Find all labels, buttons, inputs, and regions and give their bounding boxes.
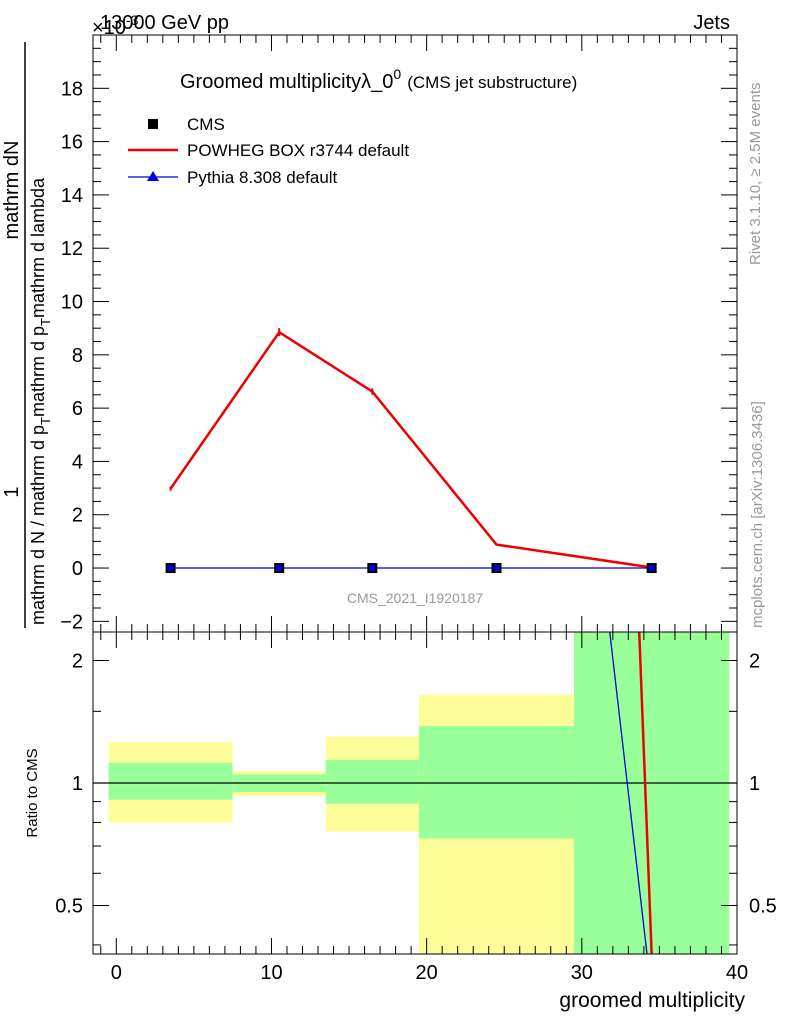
ratio-bands bbox=[108, 632, 730, 954]
ratio-y-label: Ratio to CMS bbox=[24, 748, 41, 837]
ratio-inner-band bbox=[108, 762, 233, 800]
exponent-power: -3 bbox=[126, 12, 139, 28]
analysis-label: CMS_2021_I1920187 bbox=[347, 590, 483, 606]
ratio-y-tick-label-right: 0.5 bbox=[749, 895, 777, 917]
rivet-label: Rivet 3.1.10, ≥ 2.5M events bbox=[747, 83, 764, 266]
y-label-denom-part2: mathrm d p bbox=[28, 326, 48, 417]
energy-label: 13000 GeV pp bbox=[100, 12, 229, 34]
legend-swatch-pythia-marker bbox=[147, 171, 159, 181]
ratio-y-tick-label: 0.5 bbox=[55, 895, 83, 917]
y-label-denom-part1: mathrm d N / mathrm d p bbox=[28, 425, 48, 625]
plot-title-main: Groomed multiplicityλ_0 bbox=[180, 71, 393, 93]
category-label: Jets bbox=[693, 12, 730, 34]
ratio-y-tick-label: 1 bbox=[72, 773, 83, 795]
ratio-x-ticks: 0 10 20 30 40 bbox=[100, 632, 748, 984]
x-tick-label: 40 bbox=[726, 962, 748, 984]
x-tick-label: 30 bbox=[571, 962, 593, 984]
y-label-prefix: 1 bbox=[1, 486, 23, 497]
main-y-tick-label: 4 bbox=[72, 451, 83, 473]
main-y-tick-label: 12 bbox=[61, 238, 83, 260]
exponent-label: ×10-3 bbox=[92, 12, 139, 39]
ratio-y-tick-label-right: 1 bbox=[749, 773, 760, 795]
legend-label: CMS bbox=[187, 115, 225, 134]
ratio-lines bbox=[93, 631, 737, 955]
ratio-inner-band bbox=[574, 632, 730, 954]
main-plot: −2 0 2 4 6 8 10 12 14 16 18 Groomed multiplicityλ_… bbox=[60, 34, 738, 633]
x-tick-label: 20 bbox=[416, 962, 438, 984]
plot-subtitle: (CMS jet substructure) bbox=[407, 73, 577, 92]
y-label-denom-part3: mathrm d lambda bbox=[28, 177, 48, 318]
main-series bbox=[165, 328, 657, 574]
ratio-inner-band bbox=[418, 726, 575, 839]
main-y-tick-label: −2 bbox=[60, 611, 83, 633]
mcplots-label: mcplots.cern.ch [arXiv:1306.3436] bbox=[749, 401, 766, 628]
x-axis-label: groomed multiplicity bbox=[559, 989, 745, 1012]
ratio-inner-band bbox=[325, 759, 419, 804]
exponent-base: ×10 bbox=[92, 17, 126, 39]
main-y-axis-label: 1 mathrm dN mathrm d N / mathrm d pTmath… bbox=[1, 42, 53, 628]
powheg-line bbox=[169, 330, 652, 569]
ratio-line bbox=[637, 631, 653, 955]
y-label-denominator: mathrm d N / mathrm d pTmathrm d pTmathr… bbox=[28, 177, 53, 625]
x-tick-label: 0 bbox=[111, 962, 122, 984]
plot-title-superscript: 0 bbox=[393, 66, 401, 82]
main-y-tick-label: 10 bbox=[61, 292, 83, 314]
main-y-ticks: −2 0 2 4 6 8 10 12 14 16 18 bbox=[60, 47, 737, 633]
ratio-plot-frame bbox=[92, 631, 738, 955]
plot-title: Groomed multiplicityλ_00 (CMS jet substru… bbox=[180, 66, 577, 93]
y-label-numerator: mathrm dN bbox=[1, 141, 23, 240]
cms-marker-overlay bbox=[276, 565, 283, 572]
legend-label: Pythia 8.308 default bbox=[187, 168, 338, 187]
ratio-line bbox=[609, 631, 648, 955]
legend: CMS POWHEG BOX r3744 default Pythia 8.308 … bbox=[128, 115, 409, 187]
legend-swatch-cms bbox=[148, 119, 158, 129]
ratio-y-tick-label-right: 2 bbox=[749, 651, 760, 673]
ratio-plot: 0.5 0.5 1 1 2 2 0 10 20 30 40 Ratio to CMS groome… bbox=[24, 631, 777, 1012]
legend-label: POWHEG BOX r3744 default bbox=[187, 141, 409, 160]
main-y-tick-label: 6 bbox=[72, 398, 83, 420]
main-y-tick-label: 2 bbox=[72, 505, 83, 527]
cms-marker-overlay bbox=[493, 565, 500, 572]
cms-marker-overlay bbox=[167, 565, 174, 572]
y-label-denom-sub2: T bbox=[38, 318, 53, 326]
x-tick-label: 10 bbox=[260, 962, 282, 984]
main-y-tick-label: 16 bbox=[61, 132, 83, 154]
main-y-tick-label: 14 bbox=[61, 185, 83, 207]
ratio-y-ticks: 0.5 0.5 1 1 2 2 bbox=[55, 651, 777, 946]
ratio-y-tick-label: 2 bbox=[72, 651, 83, 673]
y-label-denom-sub1: T bbox=[38, 417, 53, 425]
cms-marker-overlay bbox=[648, 565, 655, 572]
cms-marker-overlay bbox=[369, 565, 376, 572]
main-y-tick-label: 8 bbox=[72, 345, 83, 367]
main-x-ticks bbox=[100, 35, 738, 632]
main-y-tick-label: 0 bbox=[72, 558, 83, 580]
main-y-tick-label: 18 bbox=[61, 78, 83, 100]
